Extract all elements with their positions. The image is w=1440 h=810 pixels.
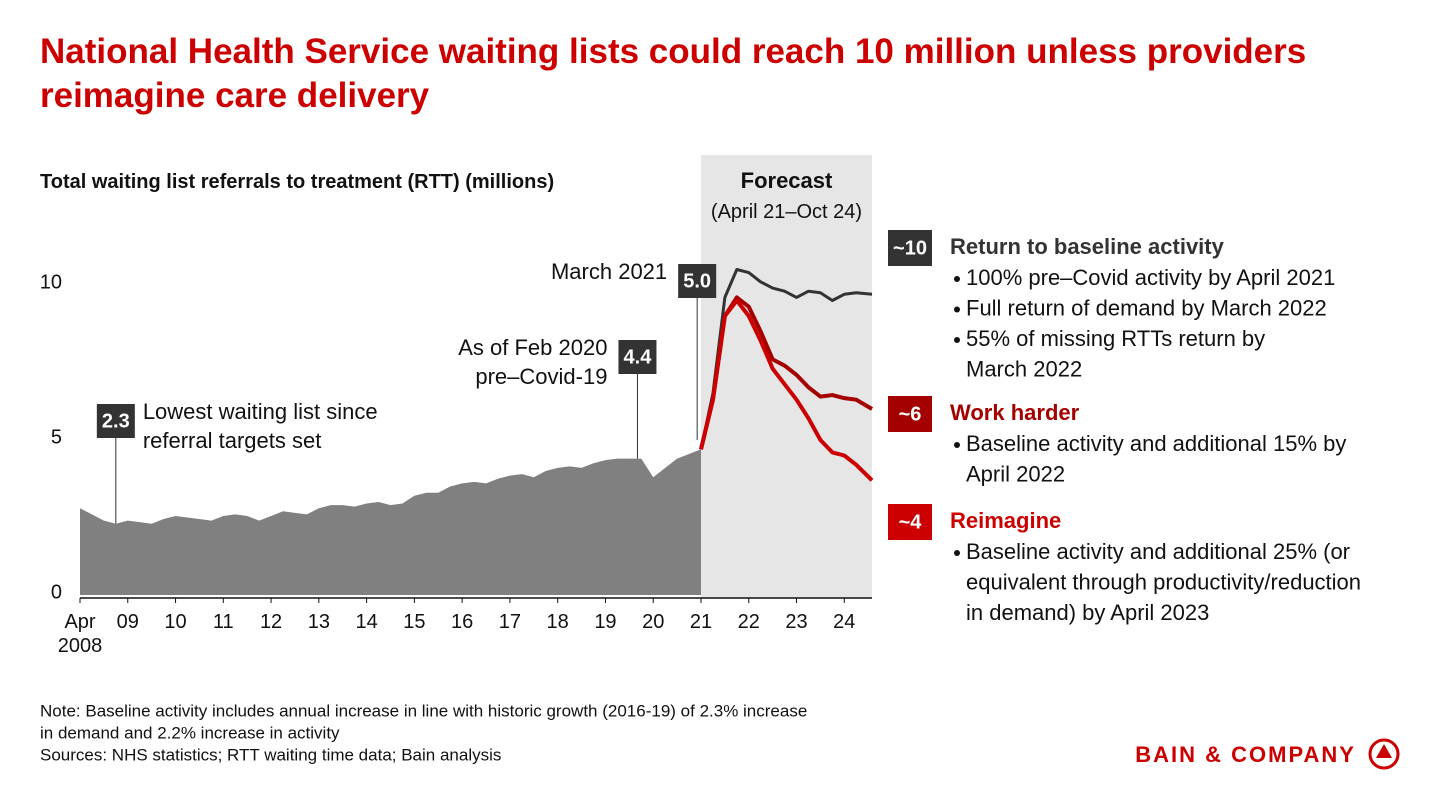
scenario-badge-label: ~6 <box>899 403 922 425</box>
bullet-dot <box>954 442 960 448</box>
x-tick-label: 22 <box>737 611 760 633</box>
bullet-text: 55% of missing RTTs return by <box>966 326 1265 351</box>
x-tick-label: 23 <box>785 611 808 633</box>
footnote: in demand and 2.2% increase in activity <box>40 723 340 742</box>
bullet-text: Baseline activity and additional 25% (or <box>966 539 1350 564</box>
scenario-badge-label: ~4 <box>899 511 923 533</box>
x-tick-label: 24 <box>833 611 856 633</box>
bullet-text: 100% pre–Covid activity by April 2021 <box>966 265 1335 290</box>
annotation-box <box>96 404 135 438</box>
scenario-badge <box>888 230 932 266</box>
footnote: Note: Baseline activity includes annual … <box>40 701 807 720</box>
bullet-dot <box>954 276 960 282</box>
annotation-text: pre–Covid-19 <box>475 364 607 389</box>
scenario-badge <box>888 396 932 432</box>
bullet-text: March 2022 <box>966 356 1082 381</box>
annotation-value: 2.3 <box>102 410 130 432</box>
y-tick-label: 0 <box>51 581 62 603</box>
y-tick-label: 5 <box>51 426 62 448</box>
legend-label: Return to baseline activity <box>950 234 1225 259</box>
brand-logo-mark <box>1376 744 1392 758</box>
bullet-text: Full return of demand by March 2022 <box>966 295 1327 320</box>
legend-label: Reimagine <box>950 508 1061 533</box>
y-tick-label: 10 <box>40 271 62 293</box>
x-tick-label: 11 <box>212 611 234 633</box>
scenario-badge-label: ~10 <box>893 237 927 259</box>
x-tick-label: 16 <box>451 611 474 633</box>
forecast-subtitle: (April 21–Oct 24) <box>711 201 862 223</box>
x-tick-label: Apr 2008 <box>57 611 103 657</box>
annotation-box <box>618 340 657 374</box>
annotation-box <box>678 264 717 298</box>
bullet-dot <box>954 550 960 556</box>
legend-label: Work harder <box>950 400 1080 425</box>
forecast-line <box>699 268 873 450</box>
chart-title: National Health Service waiting lists co… <box>40 32 1307 115</box>
x-tick-label: 09 <box>116 611 139 633</box>
x-tick-label: 14 <box>355 611 378 633</box>
x-tick-label: 13 <box>307 611 330 633</box>
x-tick-label: 20 <box>642 611 665 633</box>
annotation-text: March 2021 <box>551 259 667 284</box>
forecast-title: Forecast <box>741 168 833 193</box>
annotation-text: Lowest waiting list since <box>143 399 378 424</box>
x-tick-label: 19 <box>594 611 617 633</box>
forecast-band <box>700 155 872 598</box>
annotation-value: 5.0 <box>683 270 711 292</box>
sources: Sources: NHS statistics; RTT waiting tim… <box>40 745 501 764</box>
x-tick-label: 12 <box>259 611 283 633</box>
x-tick-label: 21 <box>689 611 713 633</box>
brand-logo <box>1368 738 1400 770</box>
history-area <box>80 449 701 595</box>
x-tick-label: 18 <box>546 611 569 633</box>
bullet-text: April 2022 <box>966 461 1065 486</box>
bullet-dot <box>954 337 960 343</box>
bullet-text: Baseline activity and additional 15% by <box>966 431 1346 456</box>
x-tick-label: 17 <box>498 611 522 633</box>
annotation-value: 4.4 <box>624 346 653 368</box>
forecast-line <box>699 298 874 482</box>
scenario-badge <box>888 504 932 540</box>
bullet-dot <box>954 306 960 313</box>
bullet-text: in demand) by April 2023 <box>966 600 1209 625</box>
y-axis-title: Total waiting list referrals to treatmen… <box>40 171 555 193</box>
brand-name: BAIN & COMPANY <box>1135 742 1356 767</box>
annotation-text: As of Feb 2020 <box>458 335 607 360</box>
annotation-text: referral targets set <box>143 428 322 453</box>
bullet-text: equivalent through productivity/reductio… <box>966 569 1361 594</box>
x-tick-label: 15 <box>403 611 426 633</box>
x-tick-label: 10 <box>164 611 187 633</box>
